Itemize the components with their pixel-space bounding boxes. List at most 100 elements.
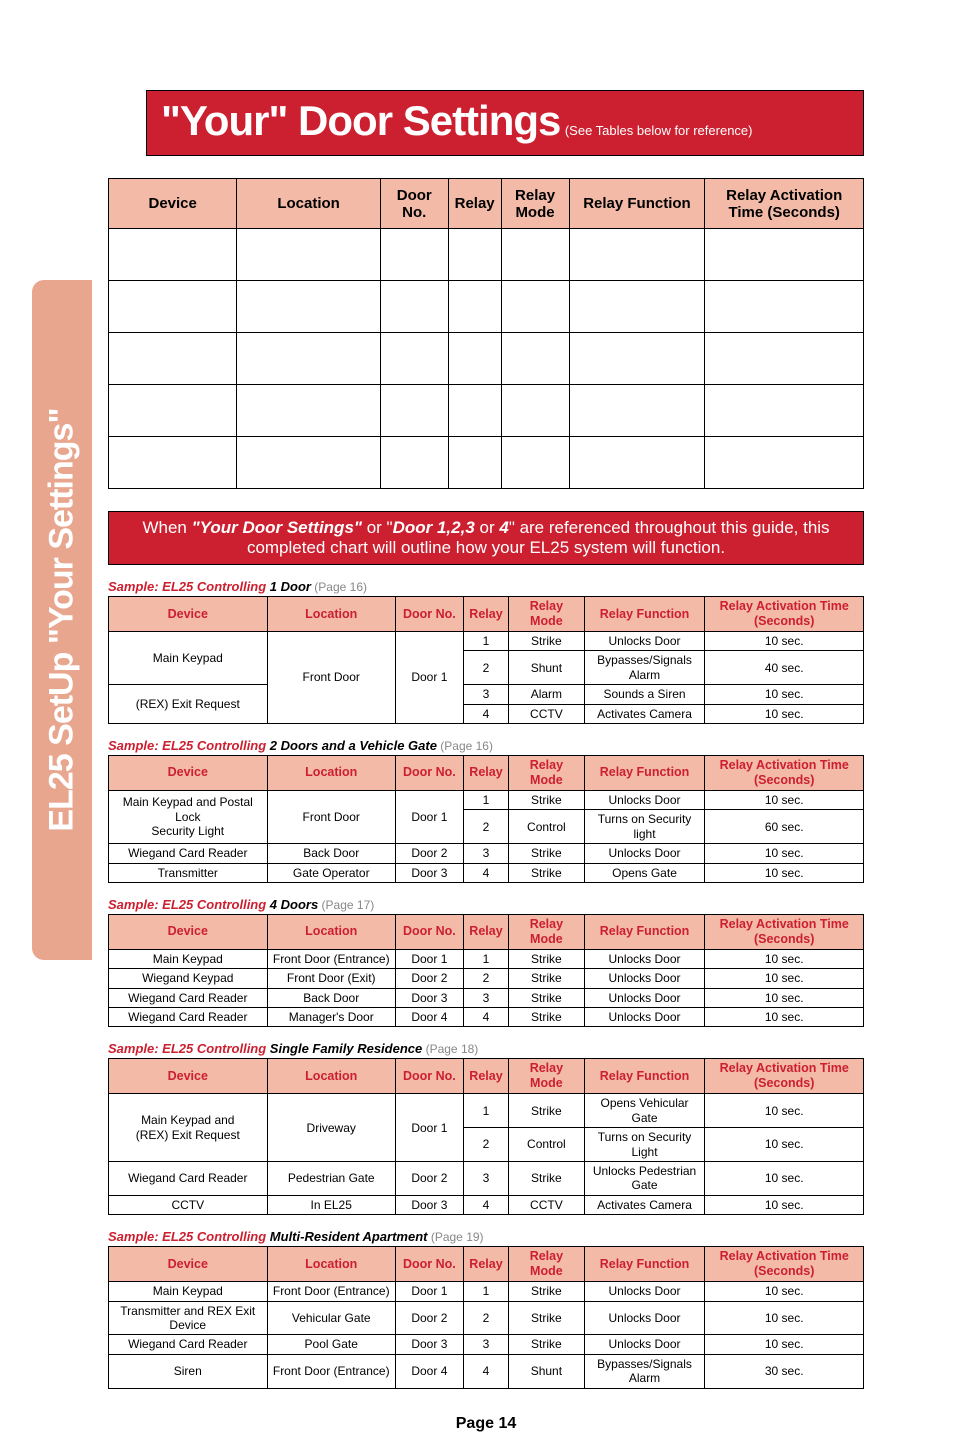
sample-cell-mode: Alarm bbox=[509, 685, 585, 704]
sample-cell-time: 10 sec. bbox=[705, 1335, 864, 1354]
sample-cell-func: Unlocks Door bbox=[584, 632, 705, 651]
note-em2: Door 1,2,3 bbox=[393, 518, 475, 537]
sample-cell-func: Bypasses/Signals Alarm bbox=[584, 1354, 705, 1388]
sample-header: Relay Mode bbox=[509, 597, 585, 632]
sample-cell-mode: Strike bbox=[509, 1162, 585, 1196]
sample-cell-mode: Strike bbox=[509, 632, 585, 651]
sample-header: Relay bbox=[463, 1059, 508, 1094]
sample-cell-time: 10 sec. bbox=[705, 1282, 864, 1301]
sample-header: Relay Function bbox=[584, 597, 705, 632]
sample-cell-device: Main Keypad bbox=[109, 1282, 268, 1301]
sample-cell-time: 10 sec. bbox=[705, 969, 864, 988]
sample-cell-device: Wiegand Card Reader bbox=[109, 988, 268, 1007]
sample-cell-relay: 1 bbox=[463, 632, 508, 651]
sample-cell-relay: 3 bbox=[463, 1162, 508, 1196]
sample-cell-relay: 2 bbox=[463, 1128, 508, 1162]
sample-cell-time: 10 sec. bbox=[705, 1162, 864, 1196]
sample-cell-time: 60 sec. bbox=[705, 810, 864, 844]
sample-cell-relay: 2 bbox=[463, 651, 508, 685]
sample-header: Relay Activation Time (Seconds) bbox=[705, 914, 864, 949]
blank-cell bbox=[705, 385, 864, 437]
sample-cell-loc: Manager's Door bbox=[267, 1008, 395, 1027]
side-tab-text: EL25 SetUp "Your Settings" bbox=[43, 408, 82, 831]
sample-cell-door: Door 2 bbox=[395, 1301, 463, 1335]
sample-header: Door No. bbox=[395, 597, 463, 632]
sample-cell-time: 10 sec. bbox=[705, 844, 864, 863]
sample-cell-loc: Back Door bbox=[267, 844, 395, 863]
sample-cell-func: Unlocks Door bbox=[584, 949, 705, 968]
caption-page: (Page 18) bbox=[422, 1042, 478, 1056]
blank-cell bbox=[448, 437, 501, 489]
sample-cell-relay: 1 bbox=[463, 949, 508, 968]
note-mid2: or bbox=[475, 518, 500, 537]
sample-header: Relay Function bbox=[584, 1247, 705, 1282]
sample-cell-func: Turns on Security light bbox=[584, 810, 705, 844]
sample-cell-door: Door 3 bbox=[395, 1195, 463, 1214]
sample-cell-func: Activates Camera bbox=[584, 704, 705, 723]
blank-cell bbox=[109, 385, 237, 437]
page-title: "Your" Door Settings bbox=[161, 97, 560, 144]
blank-cell bbox=[501, 385, 569, 437]
blank-cell bbox=[109, 229, 237, 281]
sample-header: Relay bbox=[463, 755, 508, 790]
sample-header: Location bbox=[267, 914, 395, 949]
sample-cell-door: Door 3 bbox=[395, 1335, 463, 1354]
blank-cell bbox=[237, 437, 380, 489]
sample-cell-device: Main Keypad bbox=[109, 949, 268, 968]
sample-cell-relay: 4 bbox=[463, 1008, 508, 1027]
sample-cell-door: Door 2 bbox=[395, 1162, 463, 1196]
sample-header: Location bbox=[267, 597, 395, 632]
blank-cell bbox=[237, 333, 380, 385]
sample-cell-door: Door 1 bbox=[395, 949, 463, 968]
sample-cell-func: Sounds a Siren bbox=[584, 685, 705, 704]
sample-cell-loc: In EL25 bbox=[267, 1195, 395, 1214]
sample-cell-door: Door 3 bbox=[395, 863, 463, 882]
blank-table-header: Door No. bbox=[380, 179, 448, 229]
sample-cell-mode: Control bbox=[509, 1128, 585, 1162]
sample-cell-relay: 3 bbox=[463, 1335, 508, 1354]
note-mid: or " bbox=[362, 518, 393, 537]
blank-cell bbox=[109, 281, 237, 333]
sample-cell-door: Door 1 bbox=[395, 1094, 463, 1162]
sample-cell-mode: Strike bbox=[509, 863, 585, 882]
caption-red: Sample: EL25 Controlling bbox=[108, 579, 270, 594]
sample-header: Relay Activation Time (Seconds) bbox=[705, 755, 864, 790]
sample-header: Location bbox=[267, 755, 395, 790]
sample-header: Relay Mode bbox=[509, 1247, 585, 1282]
sample-cell-func: Bypasses/Signals Alarm bbox=[584, 651, 705, 685]
blank-cell bbox=[569, 437, 705, 489]
sample-cell-loc: Front Door (Entrance) bbox=[267, 1354, 395, 1388]
sample-header: Relay Activation Time (Seconds) bbox=[705, 1247, 864, 1282]
sample-cell-door: Door 1 bbox=[395, 632, 463, 724]
sample-cell-mode: Strike bbox=[509, 988, 585, 1007]
blank-table-header: Relay bbox=[448, 179, 501, 229]
caption-red: Sample: EL25 Controlling bbox=[108, 738, 270, 753]
sample-cell-time: 10 sec. bbox=[705, 949, 864, 968]
sample-cell-mode: Strike bbox=[509, 1094, 585, 1128]
blank-cell bbox=[501, 281, 569, 333]
sample-header: Relay bbox=[463, 597, 508, 632]
sample-cell-func: Unlocks Door bbox=[584, 988, 705, 1007]
sample-cell-loc: Front Door bbox=[267, 632, 395, 724]
sample-cell-loc: Front Door (Entrance) bbox=[267, 1282, 395, 1301]
sample-cell-door: Door 1 bbox=[395, 790, 463, 843]
sample-cell-device: Main Keypad and Postal LockSecurity Ligh… bbox=[109, 790, 268, 843]
blank-cell bbox=[569, 333, 705, 385]
blank-cell bbox=[109, 437, 237, 489]
caption-red: Sample: EL25 Controlling bbox=[108, 1229, 270, 1244]
sample-caption: Sample: EL25 Controlling Single Family R… bbox=[108, 1041, 864, 1056]
caption-page: (Page 19) bbox=[428, 1230, 484, 1244]
sample-cell-door: Door 1 bbox=[395, 1282, 463, 1301]
sample-cell-func: Unlocks Door bbox=[584, 790, 705, 809]
sample-cell-device: Transmitter and REX Exit Device bbox=[109, 1301, 268, 1335]
sample-header: Relay bbox=[463, 914, 508, 949]
blank-cell bbox=[237, 385, 380, 437]
sample-cell-door: Door 4 bbox=[395, 1354, 463, 1388]
blank-cell bbox=[501, 229, 569, 281]
sample-cell-relay: 3 bbox=[463, 685, 508, 704]
blank-cell bbox=[109, 333, 237, 385]
blank-settings-table: DeviceLocationDoor No.RelayRelay ModeRel… bbox=[108, 178, 864, 489]
blank-cell bbox=[237, 229, 380, 281]
sample-cell-func: Unlocks Door bbox=[584, 1008, 705, 1027]
caption-page: (Page 17) bbox=[318, 898, 374, 912]
